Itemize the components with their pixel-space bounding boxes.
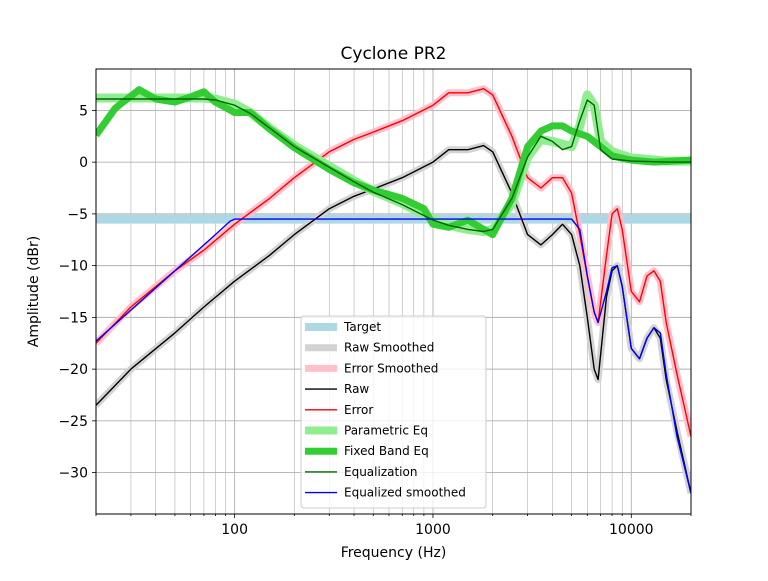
legend-label: Error Smoothed [344, 361, 438, 375]
legend-box [300, 315, 487, 509]
legend-label: Parametric Eq [344, 424, 428, 438]
legend-label: Equalization [344, 465, 417, 479]
plot-frame [95, 68, 692, 515]
y-tick-label: −25 [58, 414, 88, 430]
y-tick-label: −15 [58, 310, 88, 326]
legend-label: Error [344, 403, 373, 417]
y-axis-label: Amplitude (dBr) [26, 236, 42, 347]
error-line [96, 87, 691, 437]
y-tick-label: 0 [79, 155, 88, 171]
y-tick-label: −20 [58, 362, 88, 378]
x-tick-label: 1000 [415, 522, 451, 538]
x-tick-label: 100 [221, 522, 248, 538]
y-tick-label: −30 [58, 466, 88, 482]
y-tick-label: 5 [79, 103, 88, 119]
legend-label: Equalized smoothed [344, 486, 466, 500]
legend-label: Raw [344, 382, 369, 396]
chart-title: Cyclone PR2 [341, 44, 447, 64]
y-tick-label: −10 [58, 259, 88, 275]
legend-label: Target [343, 320, 381, 334]
series-lines [96, 85, 691, 495]
y-tick-label: −5 [67, 207, 88, 223]
equalized-smoothed-line [96, 218, 691, 494]
legend-label: Fixed Band Eq [344, 444, 429, 458]
legend: Target Raw Smoothed Error Smoothed Raw Error… [300, 315, 487, 509]
axis-ticks: 100 1000 10000 5 0 −5 −10 −15 −20 −25 −30 [58, 103, 692, 538]
x-tick-label: 10000 [609, 522, 654, 538]
fixed-band-eq-line [96, 86, 691, 239]
legend-label: Raw Smoothed [344, 341, 434, 355]
equalization-line [96, 98, 691, 233]
x-axis-label: Frequency (Hz) [341, 545, 447, 561]
